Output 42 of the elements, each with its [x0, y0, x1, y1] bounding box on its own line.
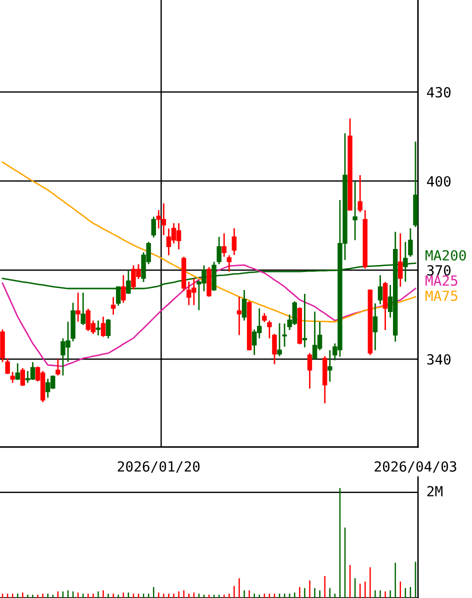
line-series [2, 161, 416, 322]
candlestick [15, 362, 20, 381]
candlestick [282, 322, 287, 348]
candlestick [267, 320, 272, 340]
candlestick [96, 320, 101, 336]
candlestick [272, 333, 277, 365]
y-tick-label: 370 [427, 265, 451, 276]
candlestick [10, 371, 15, 384]
candlestick [277, 322, 282, 357]
candlestick [80, 292, 86, 326]
y-tick-label: 400 [427, 176, 451, 187]
candlestick [20, 367, 26, 387]
candlestick [76, 292, 80, 322]
x-tick-label: 2026/04/03 [374, 461, 456, 473]
series-label: MA75 [426, 290, 458, 302]
candlestick [236, 296, 242, 336]
candlestick [100, 316, 106, 338]
candlestick [352, 180, 358, 241]
y-tick-label: 340 [427, 354, 451, 365]
series-label: MA25 [426, 275, 458, 286]
candlestick [222, 232, 226, 258]
series-label: MA200 [426, 250, 466, 261]
candlestick [358, 174, 362, 213]
x-tick-label: 2026/01/20 [118, 461, 200, 473]
candlestick [302, 293, 308, 348]
candlestick [232, 228, 237, 256]
candlestick [307, 352, 312, 390]
candlestick [106, 318, 111, 340]
candlestick [151, 216, 156, 238]
candlestick [242, 289, 247, 322]
candlestick [56, 358, 60, 376]
candlestick [226, 254, 232, 272]
y-tick-label: 430 [427, 87, 451, 98]
candlestick [328, 350, 332, 382]
candlestick [372, 302, 378, 351]
candlestick [378, 274, 383, 305]
ref-line-label: 2M [427, 486, 442, 496]
candlestick [121, 274, 126, 304]
candlestick [408, 228, 413, 258]
candlestick [398, 232, 403, 288]
candlestick [216, 236, 222, 265]
candlestick [5, 358, 10, 375]
